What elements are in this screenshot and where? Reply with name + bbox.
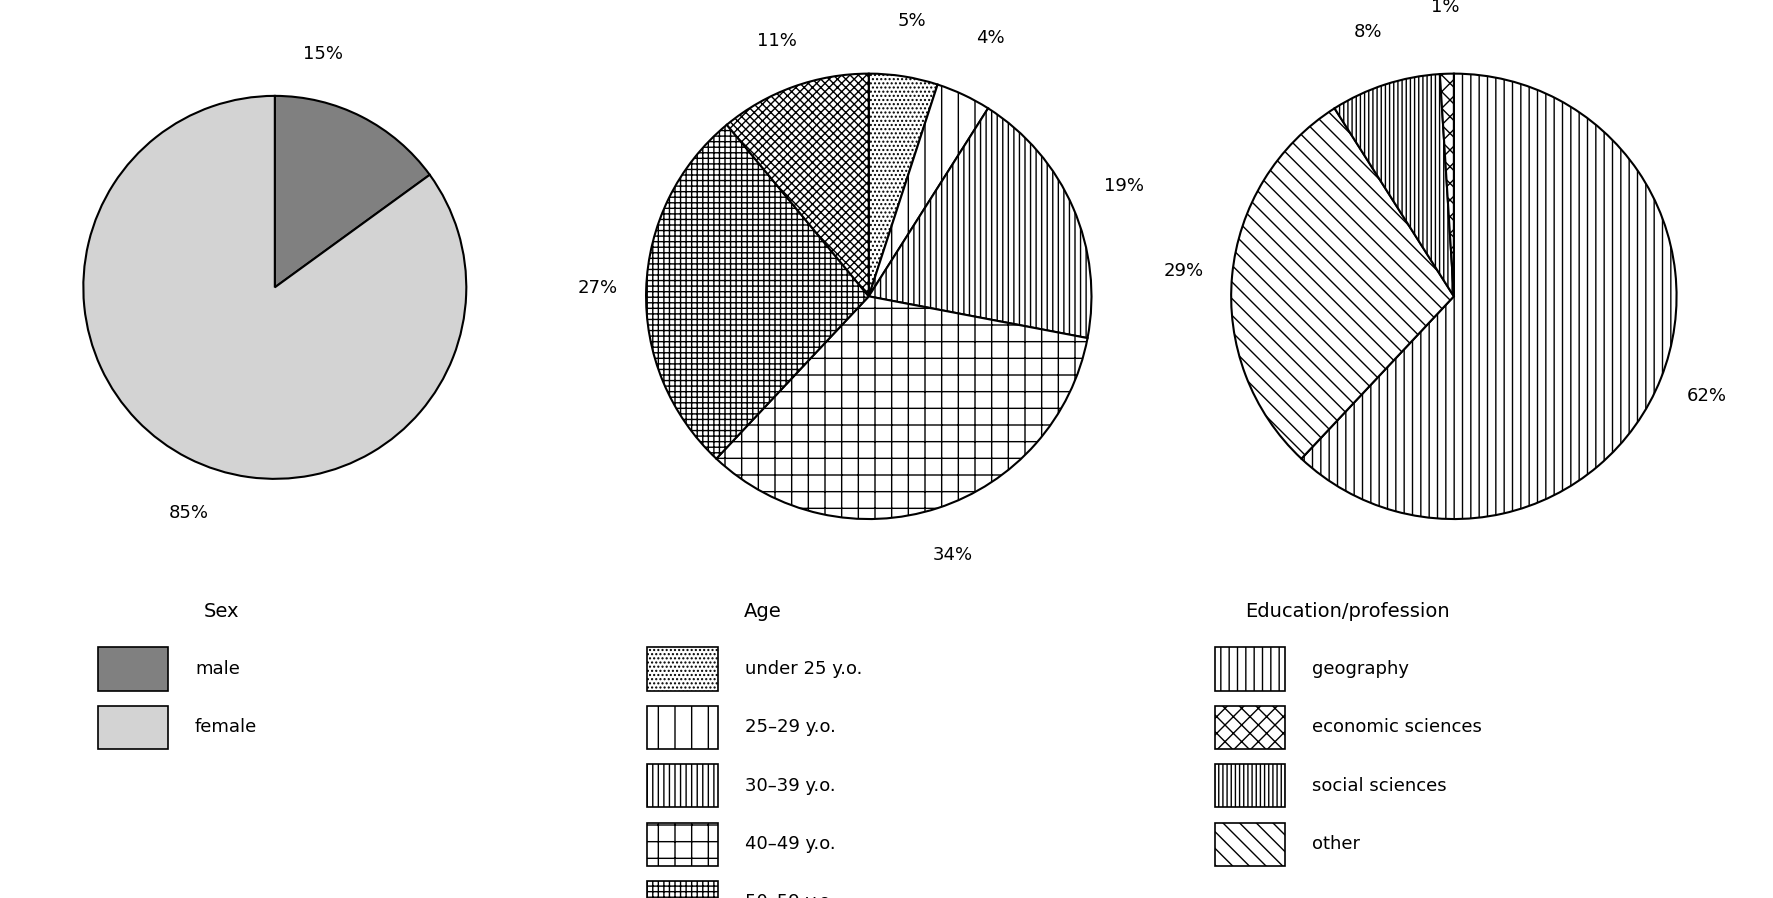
Text: 25–29 y.o.: 25–29 y.o. [745,718,835,736]
Text: Age: Age [743,602,782,621]
Text: 85%: 85% [168,505,209,523]
Wedge shape [1230,109,1454,459]
Text: female: female [195,718,257,736]
Text: 11%: 11% [757,31,796,49]
Text: Sex: Sex [204,602,239,621]
Text: 4%: 4% [975,30,1005,48]
Wedge shape [716,296,1087,519]
Wedge shape [1335,74,1454,296]
Text: 34%: 34% [933,546,973,564]
Wedge shape [83,96,466,479]
Text: under 25 y.o.: under 25 y.o. [745,660,862,678]
Text: geography: geography [1312,660,1410,678]
Wedge shape [1301,74,1677,519]
Text: 50–59 y.o.: 50–59 y.o. [745,894,835,898]
Text: male: male [195,660,239,678]
Text: economic sciences: economic sciences [1312,718,1482,736]
Wedge shape [1440,74,1454,296]
Text: 30–39 y.o.: 30–39 y.o. [745,777,835,795]
Wedge shape [275,96,429,287]
Text: social sciences: social sciences [1312,777,1447,795]
Text: Education/profession: Education/profession [1245,602,1450,621]
Text: 8%: 8% [1353,22,1383,40]
Text: 5%: 5% [897,13,927,31]
Wedge shape [645,125,869,459]
Wedge shape [869,84,988,296]
Text: 62%: 62% [1686,387,1727,405]
Text: other: other [1312,835,1360,853]
Text: 1%: 1% [1431,0,1459,16]
Text: 29%: 29% [1163,262,1204,280]
Text: 27%: 27% [578,278,617,297]
Wedge shape [869,109,1092,338]
Wedge shape [869,74,938,296]
Text: 40–49 y.o.: 40–49 y.o. [745,835,835,853]
Wedge shape [727,74,869,296]
Text: 15%: 15% [303,45,342,63]
Text: 19%: 19% [1105,177,1144,195]
